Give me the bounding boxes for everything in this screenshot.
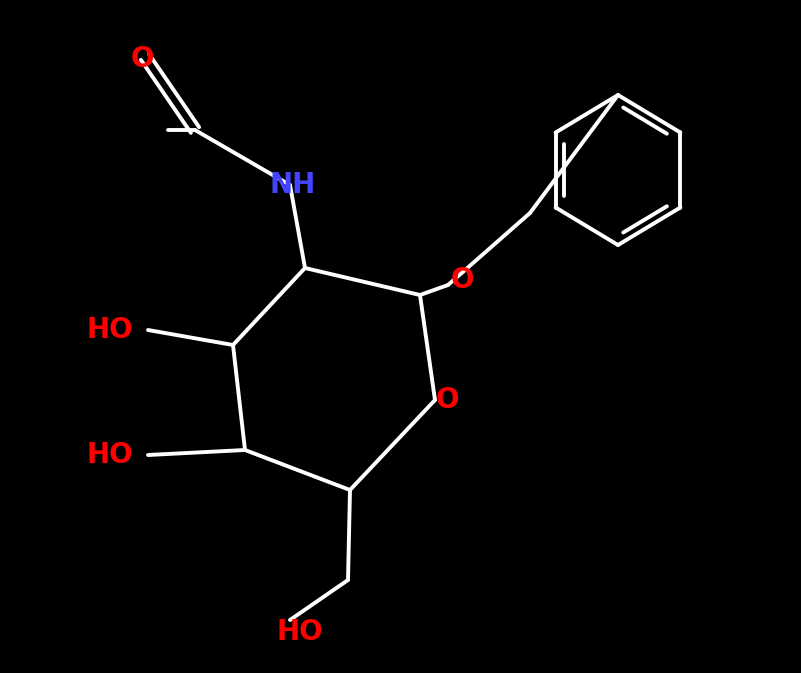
- Text: HO: HO: [87, 441, 133, 469]
- Text: HO: HO: [276, 618, 324, 646]
- Text: O: O: [131, 45, 154, 73]
- Text: HO: HO: [87, 316, 133, 344]
- Text: O: O: [435, 386, 459, 414]
- Text: NH: NH: [270, 171, 316, 199]
- Text: O: O: [450, 266, 473, 294]
